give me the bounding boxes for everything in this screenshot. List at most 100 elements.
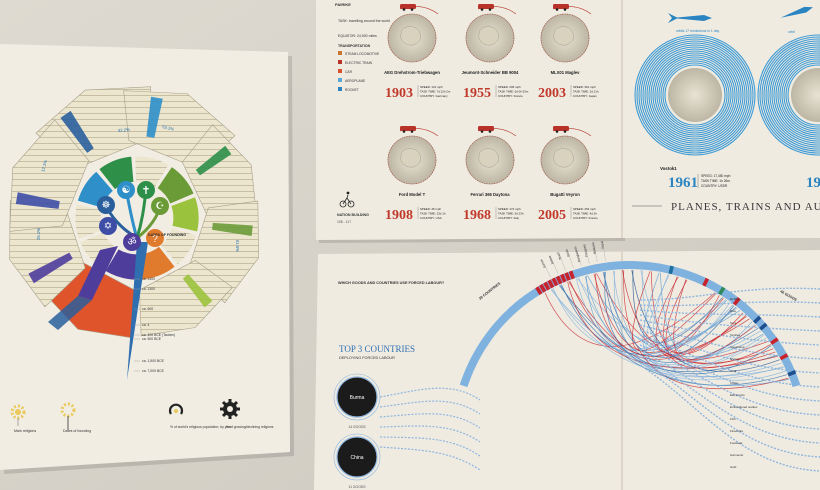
- ring-segment: [543, 281, 551, 291]
- vehicle-stat: SPEED: 174 mph: [498, 207, 521, 211]
- chord: [596, 273, 771, 365]
- trains-footer-0: NATION BUILDING: [337, 213, 369, 217]
- star-of-david-icon: [99, 217, 117, 235]
- orbit-ring: [779, 56, 820, 134]
- country-label: Benin: [564, 248, 570, 257]
- orbit-ring: [769, 46, 820, 144]
- trains-intro-1: EQUATOR: 24,900 miles: [338, 34, 377, 38]
- orbit-ring: [783, 60, 820, 130]
- goods-label: Garments: [730, 453, 744, 457]
- ring-segment: [560, 273, 567, 283]
- vehicle-year: 1908: [385, 208, 413, 223]
- vehicle-stat: TASK TIME: 2d 21h: [573, 90, 599, 94]
- orbit-ring: [775, 52, 820, 138]
- date-label: ca. 1,500 BCE: [142, 359, 165, 363]
- question-mark-icon: [146, 229, 164, 247]
- orbit-ring: [658, 58, 732, 132]
- chord-labels: Burma Bolivia Brazil Benin Bangladesh Paragua…: [539, 240, 758, 469]
- country-name: Burma: [350, 395, 365, 401]
- rocket-stat-1: TASK TIME: 1h 26m: [701, 179, 730, 183]
- route-ring: [387, 13, 437, 63]
- svg-text:☪: ☪: [156, 201, 165, 212]
- country-bubble-burma: Burma 14 GOODS: [333, 373, 381, 429]
- ring-segment: [668, 265, 674, 275]
- earth-icon: [791, 68, 820, 122]
- chord: [673, 279, 756, 360]
- vehicle-name: MLX01 Maglev: [551, 70, 581, 75]
- earth-icon: [668, 68, 722, 122]
- country-link: [379, 400, 481, 415]
- orbit-ring: [640, 40, 750, 150]
- rocket-icon-2: [780, 6, 813, 18]
- religion-percent-labels: 12.1% 25.1% 32.2% 53.1% 61.5%: [36, 124, 240, 252]
- legend-label-2: % of world's religious population, by ye…: [170, 425, 232, 429]
- orbit-ring: [757, 34, 820, 156]
- orbit-ring: [652, 52, 738, 138]
- country-goods: 14 GOODS: [348, 425, 366, 429]
- country-bubble-china: China 11 GOODS: [333, 433, 381, 489]
- spread-title: PLANES, TRAINS AND AUT: [671, 201, 820, 213]
- orbit-ring: [644, 44, 746, 146]
- vehicle-year: 2005: [538, 208, 566, 223]
- ring-segment: [156, 166, 195, 205]
- orbit-ring: [763, 40, 820, 150]
- orbit-ring: [662, 62, 728, 128]
- vehicle-name: Ford Model T: [399, 192, 426, 197]
- route-ring: [540, 13, 590, 63]
- percent-label: 61.5%: [235, 240, 240, 252]
- orbit-ring: [761, 38, 820, 152]
- vehicle-year: 2003: [538, 86, 566, 101]
- goods-label: Rubber: [730, 297, 740, 301]
- petal-stripe: [146, 96, 163, 138]
- vehicle-stat: TASK TIME: 23d 1h: [420, 212, 446, 216]
- ring-segment: [732, 297, 741, 306]
- ring-segment: [160, 227, 198, 266]
- ring-segment: [759, 322, 768, 331]
- tree-trunk: [127, 242, 148, 380]
- country-label: Bangladesh: [573, 246, 581, 263]
- ring-segment: [139, 245, 176, 281]
- rocket-year-2: 19: [806, 175, 820, 191]
- chord: [653, 274, 738, 348]
- country-link: [379, 387, 481, 401]
- legend-label-1: Dates of founding: [63, 429, 91, 433]
- om-icon: [123, 233, 141, 251]
- orbit-ring: [773, 50, 820, 140]
- svg-text:✡: ✡: [104, 221, 112, 232]
- ring-segment: [170, 196, 200, 233]
- top3-title: TOP 3 COUNTRIES: [339, 344, 415, 354]
- vehicle-icon: [400, 126, 416, 131]
- country-label: Bolivia: [547, 255, 554, 265]
- ring-segment: [547, 279, 555, 289]
- goods-link: [639, 359, 820, 458]
- orbit-ring: [636, 36, 754, 154]
- country-label: Nepal: [600, 240, 605, 249]
- vehicle-name: Ferrari 365 Daytona: [470, 192, 510, 197]
- chord-links: [379, 269, 820, 472]
- petal-stripe: [15, 192, 60, 209]
- vehicle-stat: SPEED: 361 mph: [573, 85, 596, 89]
- cyclist-icon: [339, 191, 355, 208]
- cross-icon: [137, 181, 155, 199]
- date-label: ca. 500 BCE: [142, 337, 162, 341]
- orbit-ring: [765, 42, 820, 148]
- vehicle-stat: SPEED: 131 mph: [420, 85, 443, 89]
- legend-main-religions: [10, 404, 26, 426]
- percent-label: 12.1%: [40, 159, 48, 172]
- goods-label: Embroidered textiles: [730, 405, 758, 409]
- petal-stripe: [182, 274, 213, 308]
- rocket-year: 1961: [668, 175, 698, 191]
- ring-segment: [551, 277, 559, 287]
- orbit-label: orbits 17 revolutions in 1 day: [676, 29, 719, 33]
- ring-segment: [702, 277, 710, 287]
- vehicle-stat: TASK TIME: 7d 22h 2m: [420, 90, 451, 94]
- orbit-ring: [771, 48, 820, 142]
- date-label: ca. 1400: [142, 277, 155, 281]
- goods-label: Fish: [730, 417, 736, 421]
- legend-label: ELECTRIC TRAIN: [345, 61, 373, 65]
- vehicle-stat: TASK TIME: 5d 23h: [498, 212, 524, 216]
- rocket-stat-0: SPEED: 17,450 mph: [701, 174, 731, 178]
- dates-heading: DATES OF FOUNDING: [148, 233, 186, 237]
